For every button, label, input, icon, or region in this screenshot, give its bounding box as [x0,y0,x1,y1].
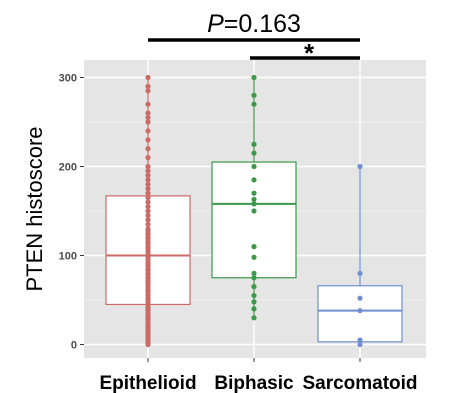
data-point [145,190,151,196]
data-point [145,203,151,210]
x-category-label: Sarcomatoid [302,373,417,393]
data-point [145,186,151,192]
data-point [145,217,151,223]
data-point [251,141,257,147]
data-point [251,196,257,203]
y-tick-label: 300 [59,73,77,85]
data-point [251,74,257,81]
data-point [145,114,151,121]
data-point [145,155,151,161]
y-tick-label: 200 [59,162,77,174]
data-point [251,150,257,156]
data-point [357,295,363,301]
data-point [145,119,151,125]
x-category-label: Biphasic [214,373,294,393]
data-point [145,83,151,89]
data-point [145,137,151,143]
data-point [251,284,257,290]
significance-annotations: P=0.163* [148,10,360,68]
box-biphasic [211,74,297,321]
data-point [145,128,151,134]
box-sarcomatoid [317,163,403,348]
data-point [357,341,363,348]
data-point [145,172,151,178]
data-point [251,292,257,299]
p-value-label: P=0.163 [207,10,301,38]
data-point [251,299,257,305]
data-point [357,163,363,170]
data-point [251,208,257,214]
y-tick-label: 0 [71,340,77,352]
x-category-label: Epithelioid [99,373,196,393]
data-point [145,212,151,219]
data-point [251,177,257,183]
data-point [145,101,151,107]
data-point [145,199,151,205]
data-point [145,177,151,183]
data-point [251,163,257,170]
data-point [145,226,151,232]
box-epithelioid [105,74,191,348]
data-point [251,190,257,196]
data-point [357,308,363,314]
box-iqr [317,285,403,343]
data-point [251,270,257,276]
data-point [251,92,257,98]
data-point [251,275,257,281]
data-point [357,337,363,343]
data-point [145,88,151,94]
data-point [251,201,257,207]
data-point [251,254,257,260]
data-point [145,110,151,116]
data-point [251,315,257,321]
boxes [105,74,403,348]
y-axis: 0 100 200 300 [59,73,84,352]
data-point [251,101,257,107]
data-point [145,221,151,227]
data-point [145,181,151,187]
data-point [251,306,257,312]
significance-star: * [304,38,315,68]
data-point [145,168,151,174]
data-point [251,244,257,250]
y-tick-label: 100 [59,251,77,263]
y-axis-label: PTEN histoscore [22,126,47,291]
data-point [145,74,151,81]
data-point [145,208,151,214]
data-point [145,146,151,152]
data-point [145,163,151,170]
x-axis: Epithelioid Biphasic Sarcomatoid [99,358,418,393]
data-point [357,270,363,276]
data-point [145,195,151,201]
